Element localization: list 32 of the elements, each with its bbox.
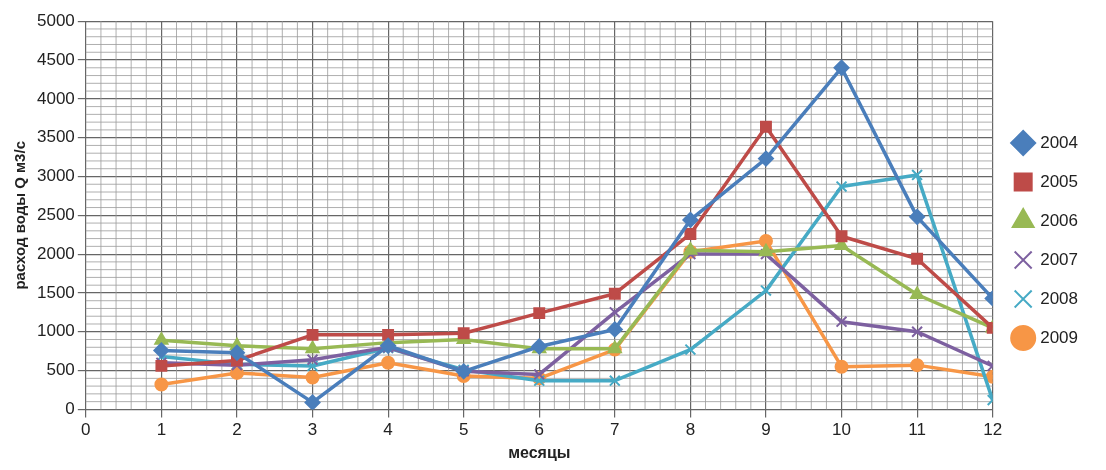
y-tick-label: 0 — [65, 399, 75, 419]
x-tick-label: 5 — [458, 420, 469, 440]
legend-label: 2008 — [1040, 288, 1079, 308]
x-tick-label: 11 — [908, 420, 926, 440]
y-tick-label: 500 — [46, 360, 75, 380]
legend-label: 2009 — [1040, 327, 1079, 347]
x-tick-label: 6 — [534, 420, 544, 440]
y-tick-label: 4000 — [36, 88, 75, 108]
x-tick-label: 4 — [383, 420, 393, 440]
x-tick-label: 3 — [307, 420, 318, 440]
legend-label: 2005 — [1040, 171, 1079, 191]
legend-label: 2004 — [1040, 132, 1079, 152]
y-tick-label: 4500 — [36, 49, 75, 69]
y-tick-label: 5000 — [36, 10, 75, 30]
x-tick-label: 8 — [685, 420, 696, 440]
x-tick-label: 1 — [156, 420, 167, 440]
y-tick-label: 1000 — [36, 321, 75, 341]
x-tick-label: 0 — [81, 420, 91, 440]
x-tick-label: 12 — [983, 420, 1003, 440]
y-axis-title: расход воды Q м3/с — [11, 141, 29, 290]
y-tick-label: 1500 — [36, 282, 75, 302]
x-axis-title: месяцы — [508, 443, 571, 461]
x-tick-label: 9 — [761, 420, 771, 440]
y-tick-label: 2000 — [36, 243, 75, 263]
y-tick-label: 3000 — [36, 166, 75, 186]
x-tick-label: 10 — [832, 420, 851, 440]
legend-label: 2006 — [1040, 210, 1079, 230]
y-tick-label: 2500 — [36, 204, 75, 224]
legend-label: 2007 — [1040, 249, 1079, 269]
x-tick-label: 2 — [232, 420, 242, 440]
y-tick-label: 3500 — [36, 127, 75, 147]
x-tick-label: 7 — [610, 420, 620, 440]
